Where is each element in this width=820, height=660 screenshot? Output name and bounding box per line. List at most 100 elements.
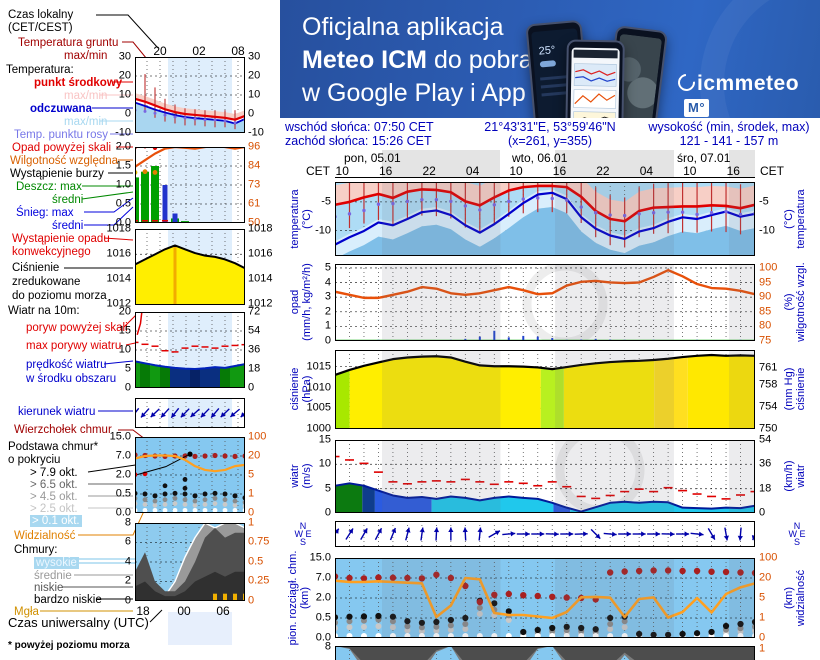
altitude-label: wysokość (min, środek, max) [648, 120, 810, 134]
legend-label: kierunek wiatru [18, 406, 96, 418]
axis-tick-label: -5 [759, 195, 769, 208]
axis-tick-label: 5 [324, 482, 331, 495]
phone-cloud-icon [539, 60, 557, 68]
phone-temp-value: 25° [538, 44, 556, 58]
axis-tick-label: 15.0 [109, 430, 131, 443]
axis-tick-label: 0.0 [115, 506, 131, 519]
mini-precipitation [135, 147, 245, 223]
legend-label: Wilgotność względna [10, 155, 119, 167]
legend-label: > 2.5 okt. [30, 503, 78, 515]
legend-label: > 6.5 okt. [30, 479, 78, 491]
legend-label: Śnieg: max [16, 207, 74, 219]
legend-utc-time-tick: 00 [177, 604, 191, 618]
axis-tick-label: 1005 [306, 401, 331, 414]
axis-tick-label: 0 [124, 594, 131, 607]
panel-wind-direction [335, 521, 755, 547]
axis-tick-label: 0.25 [248, 574, 270, 587]
axis-tick-label: 1016 [106, 247, 131, 260]
legend-label: średni [52, 194, 84, 206]
legend-label: Chmury: [14, 544, 58, 556]
axis-tick-label: 4 [324, 276, 331, 289]
axis-tick-label: 36 [248, 343, 261, 356]
legend-panel: Czas lokalny (CET/CEST) Temperatura gruntu… [0, 0, 280, 660]
legend-local-time-tick: 20 [153, 44, 167, 58]
axis-tick-label: -5 [321, 195, 331, 208]
day-label: wto, 06.01 [512, 151, 568, 165]
mini-pressure [135, 229, 245, 305]
axis-tick-label: 0 [124, 107, 131, 120]
legend-local-time-tick: 02 [192, 44, 206, 58]
axis-tick-label: 750 [759, 422, 778, 435]
axis-tick-label: 0.75 [248, 535, 270, 548]
legend-label: Ciśnienie [12, 262, 60, 274]
legend-label: max/min [64, 50, 108, 62]
axis-tick-label: 15 [118, 324, 131, 337]
mini-wind-direction [135, 398, 245, 428]
axis-tick-label: 2.0 [115, 468, 131, 481]
mini-temperature [135, 57, 245, 133]
legend-label: Opad powyżej skali [12, 142, 112, 154]
axis-tick-label: 0 [324, 334, 331, 347]
axis-tick-label: 95 [759, 276, 772, 289]
axis-tick-label: 0.5 [248, 555, 264, 568]
axis-tick-label: 0.0 [115, 216, 131, 229]
axis-tick-label: 1018 [106, 222, 131, 235]
axis-tick-label: 18 [248, 362, 261, 375]
header-night-band [555, 150, 674, 177]
axis-tick-label: 50 [248, 216, 261, 229]
axis-tick-label: 15 [318, 433, 331, 446]
axis-tick-label: 1.0 [115, 178, 131, 191]
legend-label: max/min [64, 116, 108, 128]
axis-tick-label: 0 [124, 381, 131, 394]
panel-precipitation-humidity [335, 264, 755, 341]
axis-tick-label: 2 [324, 305, 331, 318]
icmmeteo-logo: icmmeteo M° [674, 70, 820, 118]
axis-tick-label: 73 [248, 178, 261, 191]
axis-tick-label: 18 [759, 482, 772, 495]
axis-tick-label: 15.0 [309, 551, 331, 564]
axis-tick-label: 8 [324, 640, 331, 653]
axis-tick-label: 1000 [306, 422, 331, 435]
legend-label: konwekcyjnego [12, 246, 91, 258]
app-banner[interactable]: Oficjalna aplikacja Meteo ICM do pobrani… [280, 0, 820, 118]
axis-tick-label: 4 [124, 555, 131, 568]
axis-tick-label: 0.0 [315, 631, 331, 644]
axis-tick-label: 5 [248, 468, 255, 481]
axis-tick-label: 30 [118, 50, 131, 63]
time-axis-line [335, 177, 755, 178]
icmmeteo-logo-badge: M° [684, 99, 710, 117]
axis-tick-label: 1016 [248, 247, 273, 260]
axis-tick-label: 80 [759, 319, 772, 332]
hour-tick-label: 10 [683, 164, 697, 178]
hour-tick-label: 10 [335, 164, 349, 178]
axis-tick-label: 20 [118, 69, 131, 82]
axis-tick-label: 758 [759, 378, 778, 391]
axis-tick-label: 5 [124, 362, 131, 375]
axis-tick-label: 10 [248, 88, 261, 101]
legend-local-time-tick: 08 [231, 44, 245, 58]
axis-tick-label: 3 [324, 290, 331, 303]
legend-label: Wiatr na 10m: [8, 305, 80, 317]
hour-tick-label: 04 [465, 164, 480, 178]
legend-label: max porywy wiatru [26, 340, 122, 352]
axis-tick-label: 72 [248, 305, 261, 318]
axis-tick-label: 6 [124, 535, 131, 548]
axis-tick-label: 2.0 [315, 591, 331, 604]
legend-label: > 4.5 okt. [30, 491, 78, 503]
axis-tick-label: 1 [248, 487, 255, 500]
axis-tick-label: 2 [124, 574, 131, 587]
sunset-text: zachód słońca: 15:26 CET [285, 134, 432, 148]
legend-label: Czas lokalny [8, 9, 74, 21]
axis-tick-label: 30 [248, 50, 261, 63]
axis-tick-label: 761 [759, 361, 778, 374]
panel-temperature [335, 182, 755, 256]
axis-tick-label: 75 [759, 334, 772, 347]
axis-tick-label: 20 [118, 305, 131, 318]
axis-tick-label: -10 [248, 126, 264, 139]
grid-cell-text: (x=261, y=355) [507, 134, 593, 148]
legend-label: Wierzchołek chmur [14, 424, 112, 436]
axis-tick-label: 96 [248, 140, 261, 153]
